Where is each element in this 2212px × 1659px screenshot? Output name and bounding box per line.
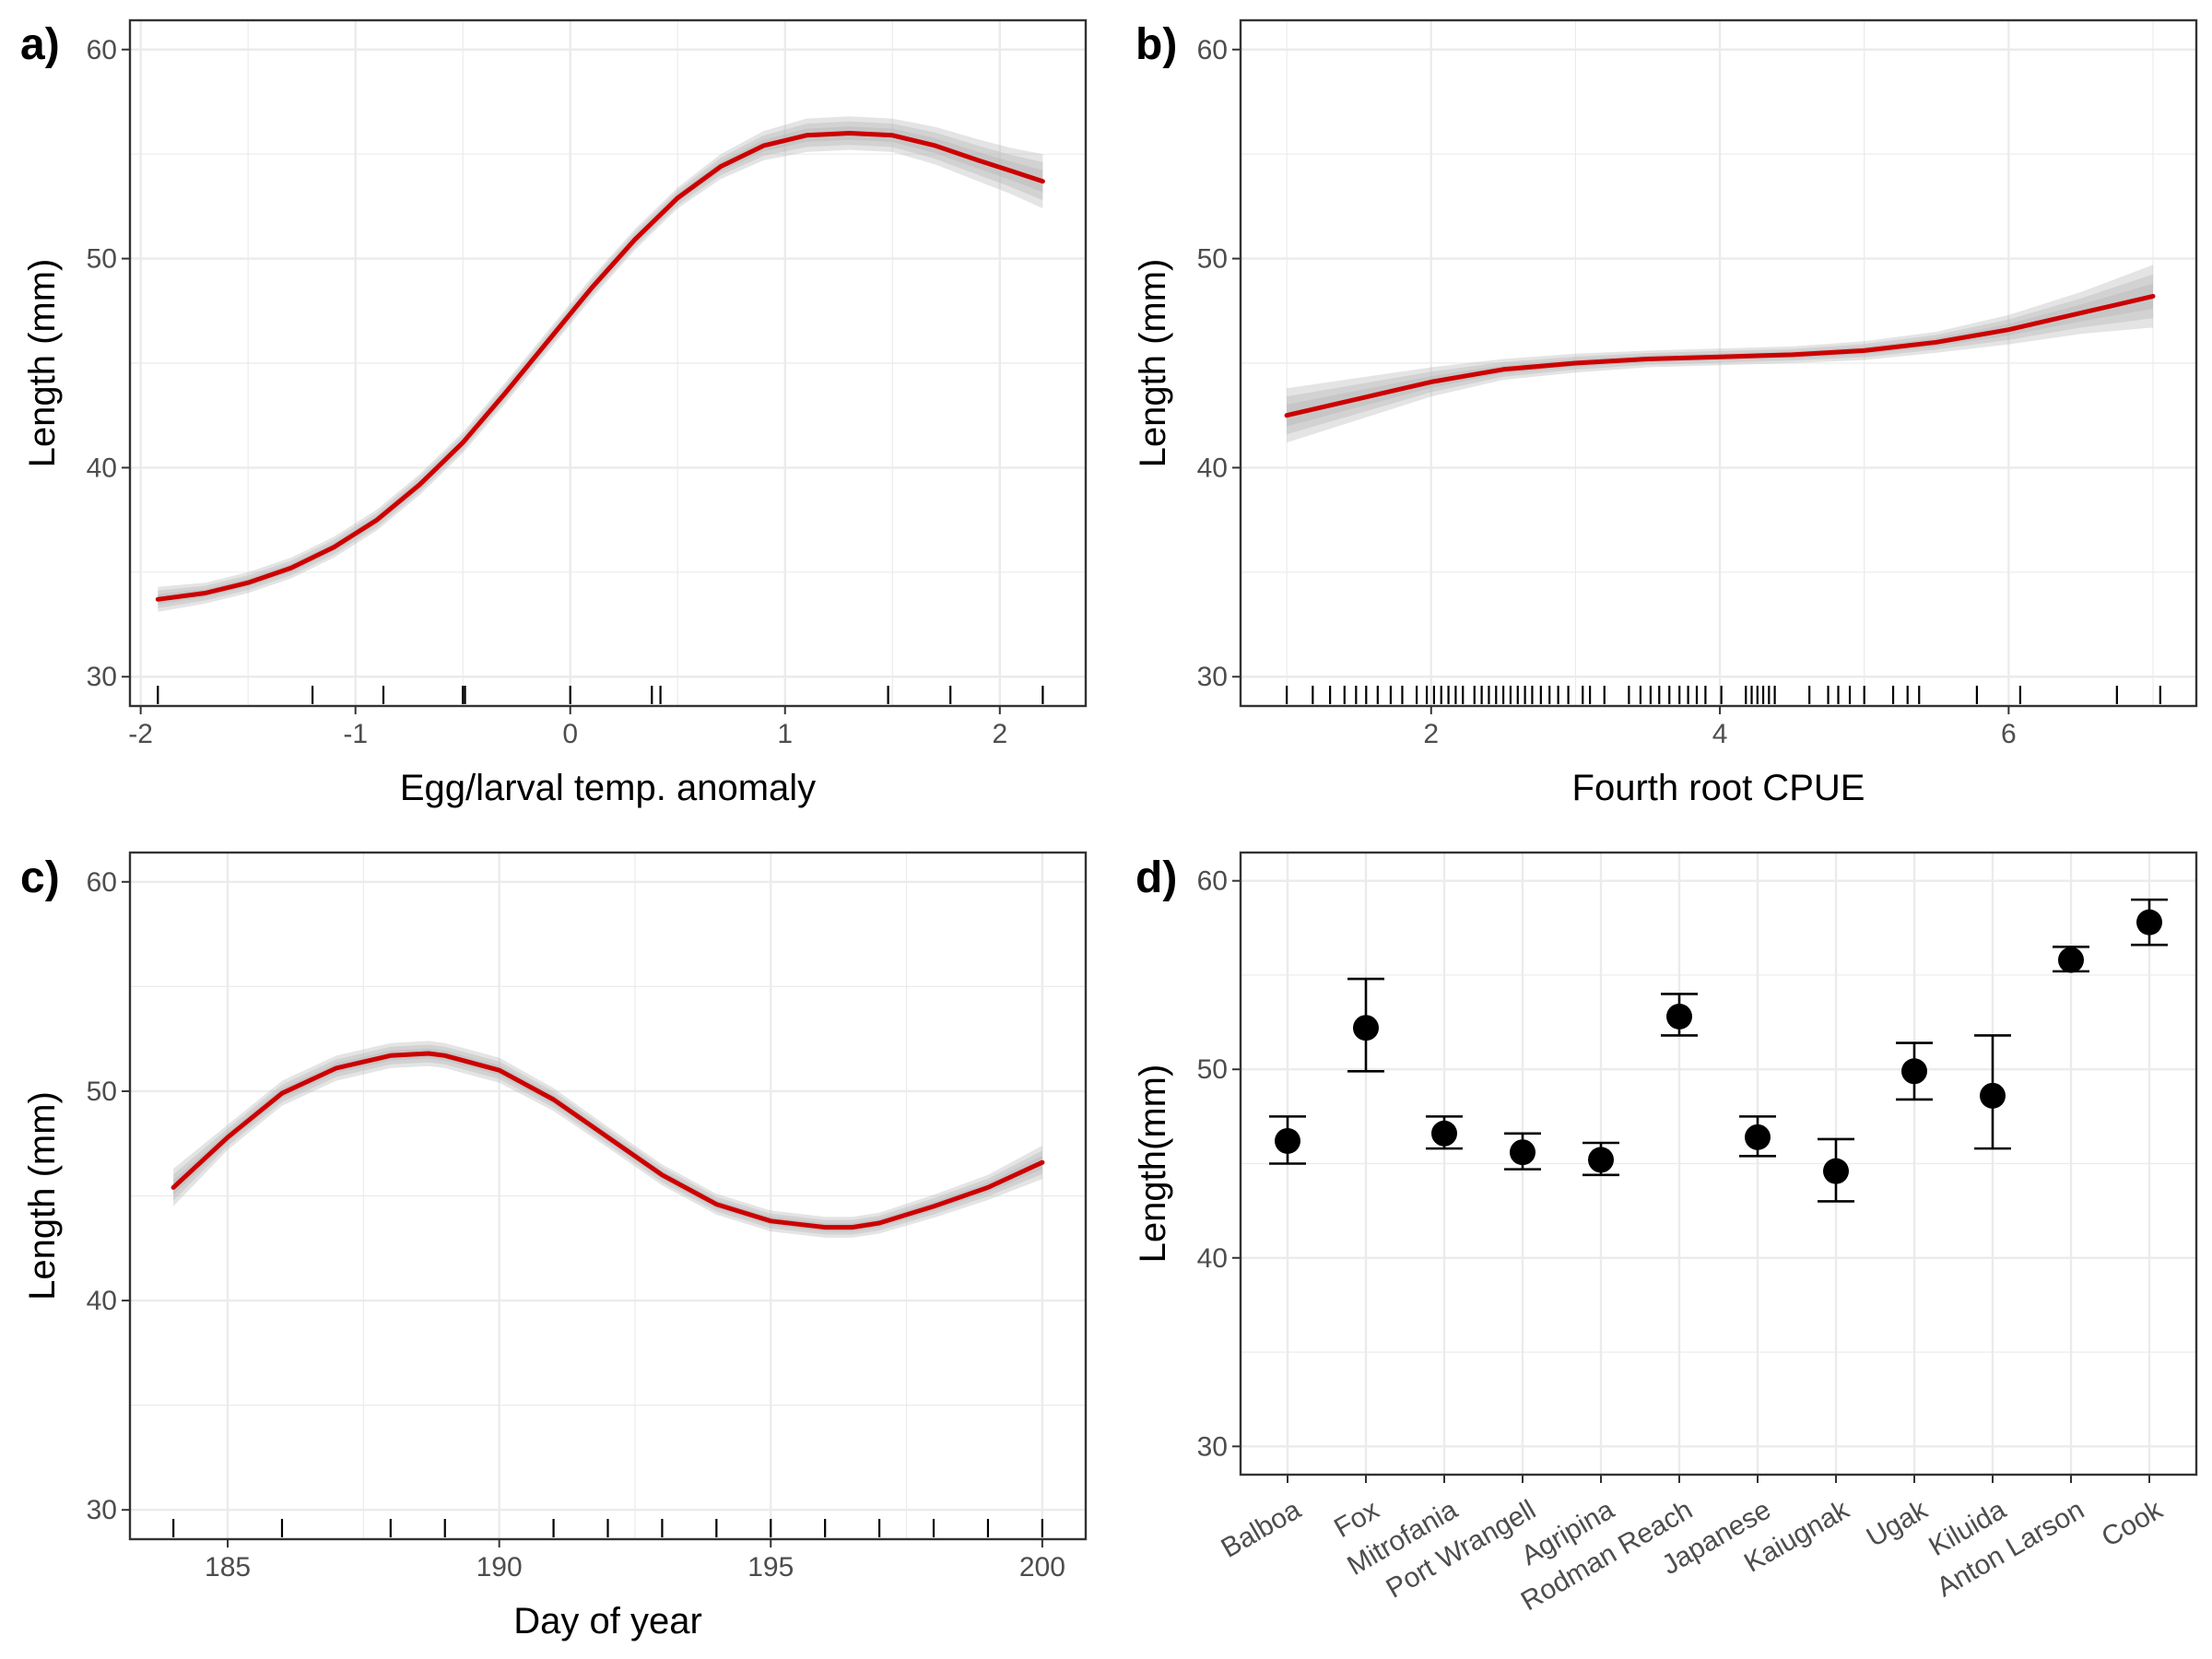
panel-a-grid — [130, 20, 1086, 706]
panel-b-x-tick-label: 2 — [1423, 719, 1439, 749]
panel-c-frame — [128, 851, 1088, 1541]
panel-d-point — [1745, 1124, 1771, 1150]
panel-c-x-tick-label: 185 — [205, 1552, 251, 1583]
panel-a-y-tick-label: 40 — [87, 453, 117, 483]
panel-c-y-tick-label: 60 — [87, 867, 117, 898]
panel-d-y-tick-label: 40 — [1197, 1243, 1228, 1274]
panel-c-tag: c) — [20, 853, 60, 902]
panel-b-fitted-curve — [1284, 293, 2156, 418]
panel-d-point — [1431, 1120, 1457, 1147]
panel-b-band-layer-2 — [1287, 274, 2153, 435]
panel-d-y-axis-title: Length(mm) — [1133, 1065, 1173, 1264]
panel-c-x-tick-label: 200 — [1019, 1552, 1065, 1583]
panel-a-x-tick-label: -2 — [128, 719, 153, 749]
panel-b-x-axis-title: Fourth root CPUE — [1572, 768, 1865, 808]
panel-d-point — [1823, 1158, 1849, 1184]
panel-b-y-tick-label: 50 — [1197, 244, 1228, 275]
panel-b-y-tick-label: 60 — [1197, 35, 1228, 65]
panel-a-confidence-band — [158, 116, 1043, 612]
panel-d-y-tick-label: 60 — [1197, 866, 1228, 897]
panel-a-x-tick-label: -1 — [343, 719, 368, 749]
panel-d-x-tick-label: Ugak — [1862, 1494, 1934, 1553]
panel-c: 185 190 195 200 30 40 50 60 Day of year Length… — [20, 851, 1088, 1641]
panel-a-y-tick-label: 60 — [87, 35, 117, 65]
panel-c-y-axis-title: Length (mm) — [22, 1091, 63, 1300]
panel-d-point — [1588, 1147, 1614, 1173]
panel-b: 2 4 6 30 40 50 60 Fourth root CPUE Length (mm… — [1133, 18, 2198, 808]
panel-b-y-tick-label: 40 — [1197, 453, 1228, 483]
panel-d-y-tick-label: 50 — [1197, 1054, 1228, 1085]
panel-a-frame — [128, 18, 1088, 708]
panel-a-x-axis-title: Egg/larval temp. anomaly — [400, 768, 816, 808]
panel-d-x-tick-label: Balboa — [1216, 1494, 1306, 1563]
panel-b-band-layer-1 — [1287, 265, 2153, 443]
panel-c-fitted-curve — [171, 1051, 1045, 1230]
panel-a-x-tick-label: 1 — [777, 719, 793, 749]
panel-b-y-axis-title: Length (mm) — [1133, 259, 1173, 468]
panel-a-x-ticks: -2 -1 0 1 2 — [128, 706, 1007, 749]
panel-b-x-tick-label: 4 — [1712, 719, 1728, 749]
panel-d-point — [1980, 1082, 2006, 1109]
panel-b-frame — [1239, 18, 2198, 708]
panel-b-tag: b) — [1135, 20, 1177, 69]
panel-c-y-tick-label: 50 — [87, 1077, 117, 1107]
panel-d-tag: d) — [1135, 853, 1177, 902]
panel-c-rug — [172, 1519, 1043, 1537]
panel-d-point — [1275, 1127, 1300, 1154]
panel-c-grid — [130, 853, 1086, 1539]
panel-d-point — [1666, 1003, 1692, 1030]
panel-d-frame — [1239, 851, 2198, 1477]
panel-a-x-tick-label: 0 — [562, 719, 578, 749]
panel-d-point — [2058, 947, 2084, 973]
panel-d-y-ticks: 30 40 50 60 — [1197, 866, 1241, 1462]
panel-a-x-tick-label: 2 — [992, 719, 1007, 749]
panel-a-fit-line — [155, 131, 1045, 602]
panel-c-x-tick-label: 195 — [747, 1552, 794, 1583]
panel-c-x-ticks: 185 190 195 200 — [205, 1539, 1065, 1583]
panel-b-y-tick-label: 30 — [1197, 662, 1228, 692]
panel-b-x-tick-label: 6 — [2001, 719, 2017, 749]
panel-d-x-tick-label: Cook — [2097, 1494, 2169, 1553]
panel-d-point — [1353, 1015, 1379, 1041]
panel-c-fit-line — [171, 1051, 1045, 1230]
panel-d-y-tick-label: 30 — [1197, 1431, 1228, 1462]
panel-d-grid — [1241, 853, 2196, 1475]
panel-b-y-ticks: 30 40 50 60 — [1197, 35, 1241, 692]
panel-a-y-tick-label: 50 — [87, 244, 117, 275]
panel-d-point — [2136, 909, 2162, 935]
panel-c-y-tick-label: 40 — [87, 1286, 117, 1316]
panel-d-points — [1275, 909, 2162, 1184]
panel-a-rug — [157, 686, 1044, 704]
panel-c-x-axis-title: Day of year — [513, 1601, 702, 1641]
panel-d-point — [1901, 1058, 1927, 1085]
panel-a-fitted-curve — [155, 131, 1045, 602]
panel-c-x-tick-label: 190 — [477, 1552, 523, 1583]
panel-c-y-ticks: 30 40 50 60 — [87, 867, 130, 1525]
panel-b-x-ticks: 2 4 6 — [1423, 706, 2017, 749]
panel-a-y-ticks: 30 40 50 60 — [87, 35, 130, 692]
panel-b-rug — [1286, 686, 2161, 704]
panel-c-y-tick-label: 30 — [87, 1495, 117, 1525]
panel-a-y-tick-label: 30 — [87, 662, 117, 692]
panel-a-tag: a) — [20, 20, 60, 69]
panel-b-grid — [1241, 20, 2196, 706]
panel-b-fit-line — [1284, 293, 2156, 418]
panel-d-point — [1510, 1139, 1535, 1166]
panel-a-y-axis-title: Length (mm) — [22, 259, 63, 468]
panel-a: -2 -1 0 1 2 30 40 50 60 Egg/larval temp. anomal… — [20, 18, 1088, 808]
panel-a-band-layer-1 — [158, 116, 1043, 612]
